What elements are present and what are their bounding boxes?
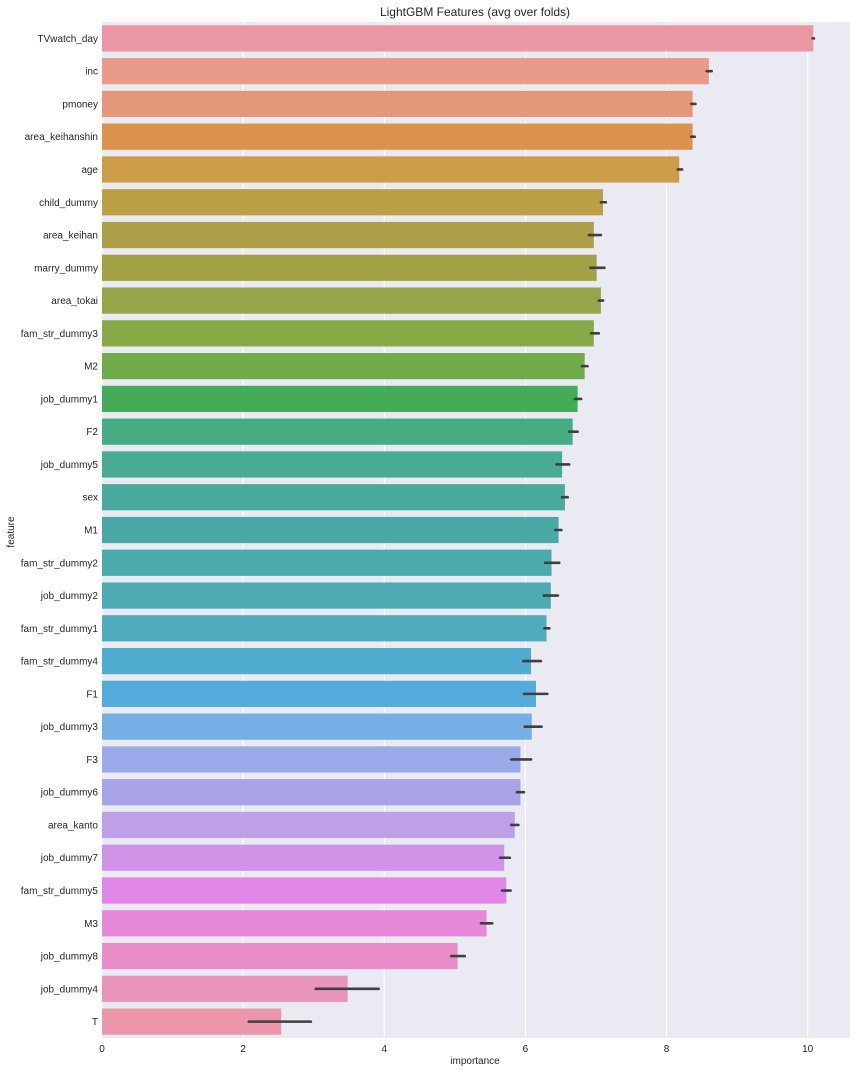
- chart-title: LightGBM Features (avg over folds): [380, 5, 570, 19]
- x-tick-label: 6: [523, 1044, 529, 1055]
- bar-job_dummy1: [102, 385, 578, 413]
- x-tick-label: 2: [240, 1044, 246, 1055]
- y-tick-label: M3: [84, 919, 98, 930]
- bar-pmoney: [102, 90, 693, 118]
- x-tick-label: 8: [664, 1044, 670, 1055]
- x-tick-label: 10: [802, 1044, 814, 1055]
- x-axis-label: importance: [450, 1056, 500, 1067]
- y-tick-label: F1: [86, 689, 98, 700]
- y-tick-label: job_dummy4: [40, 984, 99, 995]
- y-tick-label: M1: [84, 526, 98, 537]
- y-tick-label: job_dummy3: [40, 722, 99, 733]
- bar-inc: [102, 58, 709, 85]
- x-tick-labels: 0 2 4 6 8 10: [99, 1044, 813, 1055]
- bar-F3: [102, 746, 521, 773]
- bar-job_dummy7: [102, 844, 505, 871]
- bar-F1: [102, 680, 536, 707]
- bar-fam_str_dummy3: [102, 320, 594, 347]
- bar-job_dummy2: [102, 582, 551, 609]
- y-tick-label: job_dummy8: [40, 952, 99, 963]
- y-tick-label: inc: [85, 67, 98, 78]
- bar-F2: [102, 418, 573, 445]
- y-tick-label: area_tokai: [51, 296, 98, 307]
- y-tick-label: job_dummy6: [40, 788, 99, 799]
- y-tick-label: fam_str_dummy3: [21, 329, 99, 340]
- bar-job_dummy4: [102, 975, 348, 1002]
- bar-fam_str_dummy1: [102, 615, 547, 642]
- bar-job_dummy3: [102, 713, 532, 740]
- y-tick-label: M2: [84, 362, 98, 373]
- bar-age: [102, 156, 680, 183]
- bar-M1: [102, 516, 559, 544]
- bar-job_dummy5: [102, 451, 563, 478]
- bar-M2: [102, 353, 585, 380]
- x-tick-label: 4: [381, 1044, 387, 1055]
- bar-job_dummy6: [102, 779, 521, 806]
- bar-fam_str_dummy5: [102, 877, 507, 904]
- y-tick-label: job_dummy7: [40, 853, 99, 864]
- bar-area_kanto: [102, 811, 515, 839]
- bar-job_dummy8: [102, 942, 458, 970]
- y-tick-label: fam_str_dummy5: [21, 886, 99, 897]
- y-tick-label: sex: [82, 493, 98, 504]
- y-tick-label: area_keihan: [43, 231, 98, 242]
- bar-child_dummy: [102, 189, 604, 216]
- bar-fam_str_dummy2: [102, 549, 552, 576]
- bars: [102, 25, 814, 1035]
- y-tick-label: fam_str_dummy4: [21, 657, 99, 668]
- bar-fam_str_dummy4: [102, 647, 532, 675]
- y-tick-label: T: [92, 1017, 98, 1028]
- y-tick-label: fam_str_dummy1: [21, 624, 99, 635]
- y-tick-label: fam_str_dummy2: [21, 558, 99, 569]
- y-tick-label: F3: [86, 755, 98, 766]
- y-tick-label: job_dummy2: [40, 591, 99, 602]
- y-tick-label: pmoney: [62, 99, 98, 110]
- bar-TVwatch_day: [102, 25, 814, 52]
- y-tick-label: job_dummy1: [40, 394, 99, 405]
- bar-sex: [102, 484, 565, 511]
- y-tick-label: area_keihanshin: [25, 132, 98, 143]
- y-tick-label: F2: [86, 427, 98, 438]
- y-tick-label: job_dummy5: [40, 460, 99, 471]
- y-tick-label: child_dummy: [39, 198, 98, 209]
- bar-M3: [102, 910, 487, 937]
- y-tick-label: area_kanto: [48, 820, 98, 831]
- y-tick-label: TVwatch_day: [37, 34, 98, 45]
- y-tick-label: age: [81, 165, 98, 176]
- error-bars: [247, 37, 816, 1023]
- y-axis-label: feature: [6, 516, 17, 548]
- bar-marry_dummy: [102, 254, 597, 281]
- bar-area_keihan: [102, 221, 594, 249]
- x-tick-label: 0: [99, 1044, 105, 1055]
- y-tick-label: marry_dummy: [34, 263, 98, 274]
- bar-area_tokai: [102, 287, 601, 314]
- bar-area_keihanshin: [102, 123, 693, 150]
